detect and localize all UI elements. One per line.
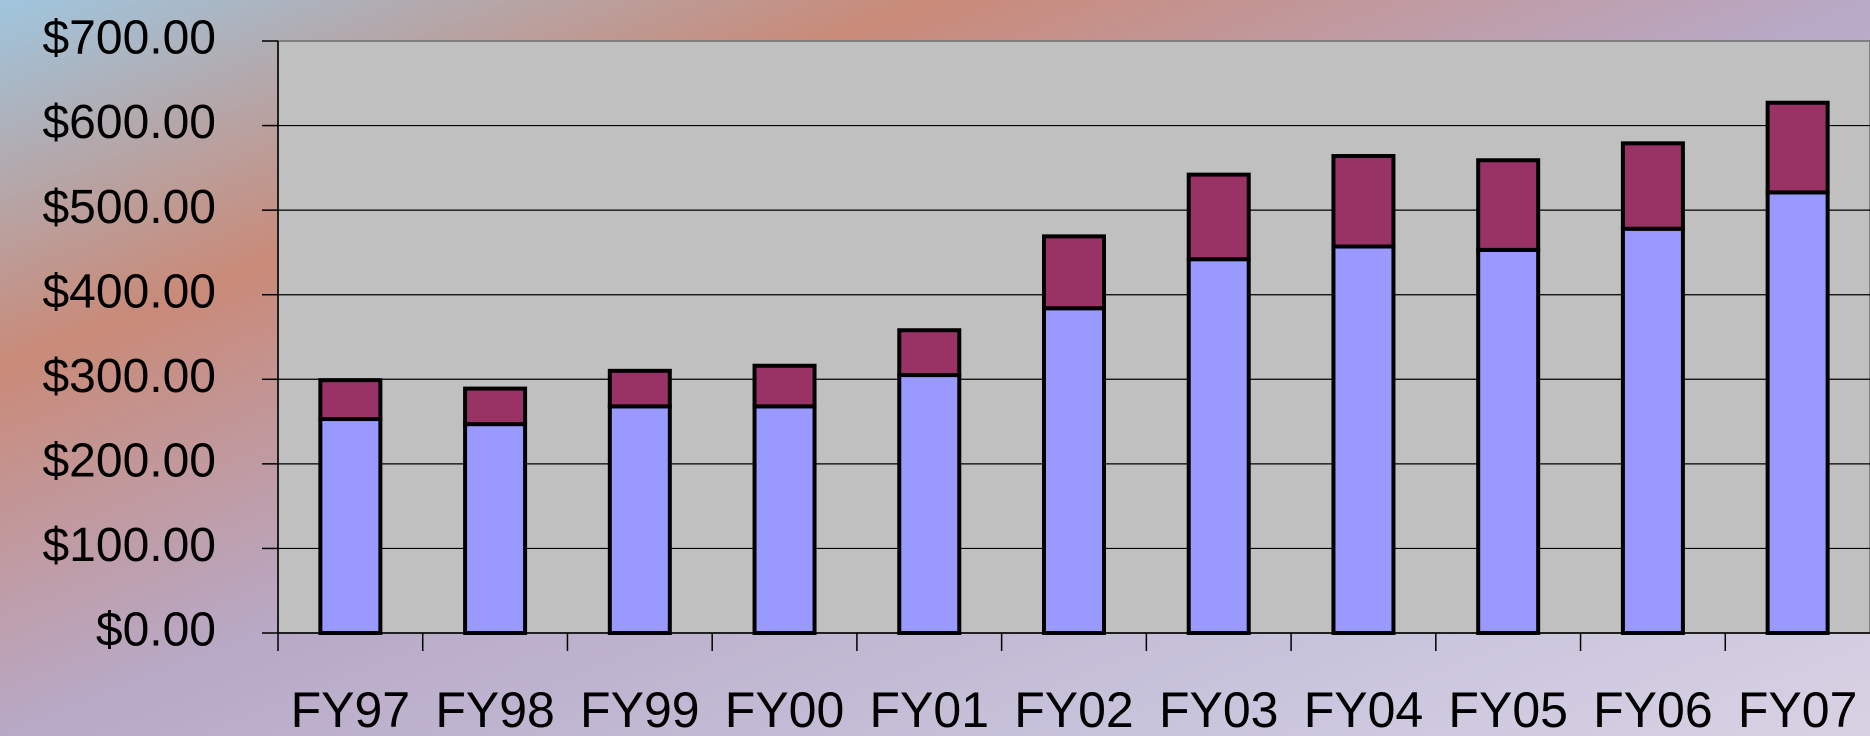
x-tick-label: FY00 (725, 682, 845, 736)
bar-segment (897, 328, 962, 378)
y-tick-label: $600.00 (42, 96, 216, 149)
bar-segment (1765, 190, 1830, 636)
y-tick-label: $500.00 (42, 181, 216, 234)
y-tick-label: $400.00 (42, 265, 216, 318)
bar-segment (463, 386, 528, 427)
bar-segment (1186, 172, 1251, 262)
x-tick-label: FY03 (1159, 682, 1279, 736)
x-tick-label: FY98 (435, 682, 555, 736)
bar-segment (318, 417, 383, 635)
x-tick-label: FY02 (1014, 682, 1134, 736)
bar-segment (1042, 306, 1106, 635)
bar-segment (607, 404, 672, 635)
x-tick-label: FY97 (291, 682, 411, 736)
x-tick-label: FY01 (870, 682, 990, 736)
bar-segment (607, 368, 672, 409)
bar-segment (318, 378, 383, 422)
bar-segment (1331, 244, 1396, 635)
y-tick-label: $100.00 (42, 519, 216, 572)
bar-segment (1331, 154, 1396, 249)
bar-segment (1620, 141, 1685, 231)
bar-segment (752, 363, 817, 409)
y-tick-label: $200.00 (42, 435, 216, 488)
y-tick-label: $0.00 (96, 604, 216, 657)
bar-segment (1765, 100, 1830, 195)
bar-segment (752, 404, 817, 635)
bar-segment (1476, 158, 1541, 252)
x-tick-label: FY07 (1738, 682, 1858, 736)
bar-segment (897, 373, 962, 635)
x-tick-label: FY99 (580, 682, 700, 736)
bar-segment (463, 422, 528, 636)
x-tick-label: FY05 (1448, 682, 1568, 736)
x-tick-label: FY04 (1304, 682, 1424, 736)
y-tick-label: $700.00 (42, 12, 216, 65)
bar-segment (1186, 257, 1251, 635)
bar-segment (1042, 234, 1106, 311)
x-tick-label: FY06 (1593, 682, 1713, 736)
bar-segment (1620, 226, 1685, 635)
bar-segment (1476, 247, 1541, 636)
y-tick-label: $300.00 (42, 350, 216, 403)
